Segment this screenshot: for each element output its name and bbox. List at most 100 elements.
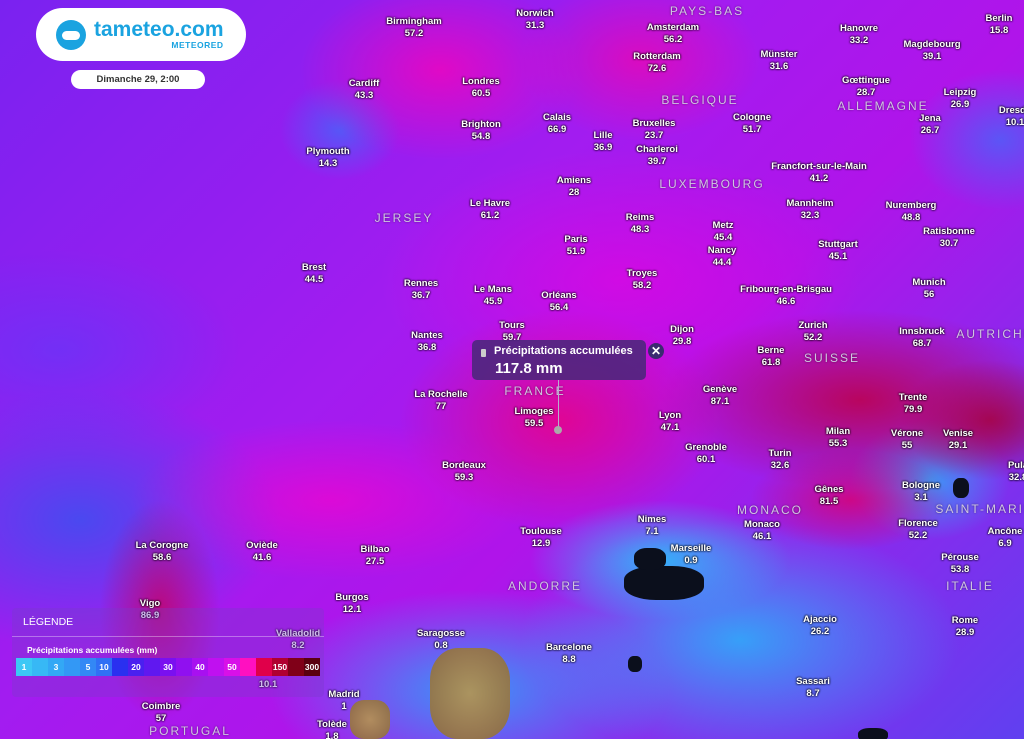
city-label[interactable]: Lille 36.9	[593, 130, 612, 154]
city-label[interactable]: Turin 32.6	[768, 448, 791, 472]
city-label[interactable]: Bilbao 27.5	[360, 544, 389, 568]
city-label[interactable]: Birmingham 57.2	[386, 16, 441, 40]
city-label[interactable]: Toulouse 12.9	[520, 526, 562, 550]
city-label[interactable]: Grenoble 60.1	[685, 442, 727, 466]
scale-step: 40	[192, 658, 208, 676]
city-label[interactable]: Plymouth 14.3	[306, 146, 349, 170]
city-label[interactable]: Rotterdam 72.6	[633, 51, 681, 75]
city-label[interactable]: Florence 52.2	[898, 518, 938, 542]
city-label[interactable]: Mannheim 32.3	[787, 198, 834, 222]
city-label[interactable]: Brighton 54.8	[461, 119, 501, 143]
city-label[interactable]: Saragosse 0.8	[417, 628, 465, 652]
city-label[interactable]: Gênes 81.5	[814, 484, 843, 508]
tameteo-logo[interactable]: tameteo.com METEORED	[36, 8, 246, 61]
city-name: Berne	[757, 345, 785, 356]
city-label[interactable]: Pérouse 53.8	[941, 552, 979, 576]
city-label[interactable]: Barcelone 8.8	[546, 642, 592, 666]
city-label[interactable]: Oviède 41.6	[246, 540, 278, 564]
city-label[interactable]: Nancy 44.4	[708, 245, 737, 269]
city-label[interactable]: Rome 28.9	[952, 615, 978, 639]
city-name: Bologne	[902, 480, 940, 491]
city-label[interactable]: La Rochelle 77	[414, 389, 467, 413]
city-label[interactable]: Zurich 52.2	[798, 320, 827, 344]
city-label[interactable]: Tours 59.7	[499, 320, 525, 344]
city-label[interactable]: Valladolid 8.2	[276, 628, 320, 652]
city-label[interactable]: Marseille 0.9	[671, 543, 712, 567]
city-label[interactable]: Norwich 31.3	[516, 8, 553, 32]
city-label[interactable]: La Corogne 58.6	[136, 540, 189, 564]
city-value: 31.3	[525, 20, 545, 31]
city-label[interactable]: Ratisbonne 30.7	[923, 226, 975, 250]
city-name: Oviède	[246, 540, 278, 551]
city-label[interactable]: Trente 79.9	[899, 392, 928, 416]
country-label: SUISSE	[803, 351, 861, 365]
city-label[interactable]: Reims 48.3	[626, 212, 655, 236]
city-value: 29.8	[672, 336, 692, 347]
city-label[interactable]: Ajaccio 26.2	[803, 614, 837, 638]
city-label[interactable]: Limoges 59.5	[514, 406, 553, 430]
city-label[interactable]: Munich 56	[912, 277, 945, 301]
city-label[interactable]: Tolède 1.8	[317, 719, 347, 739]
city-label[interactable]: Nimes 7.1	[638, 514, 667, 538]
city-label[interactable]: Berne 61.8	[758, 345, 785, 369]
city-label[interactable]: Hanovre 33.2	[840, 23, 878, 47]
city-label[interactable]: Londres 60.5	[462, 76, 499, 100]
city-label[interactable]: Sassari 8.7	[796, 676, 830, 700]
city-label[interactable]: Leipzig 26.9	[944, 87, 977, 111]
city-label[interactable]: Ancône 6.9	[988, 526, 1023, 550]
city-label[interactable]: Le Mans 45.9	[474, 284, 512, 308]
city-label[interactable]: Münster 31.6	[761, 49, 798, 73]
city-label[interactable]: Bologne 3.1	[902, 480, 940, 504]
city-label[interactable]: 10.1	[259, 679, 278, 691]
city-label[interactable]: Dresde10.1	[999, 105, 1024, 129]
city-label[interactable]: Cologne 51.7	[733, 112, 771, 136]
city-label[interactable]: Dijon 29.8	[670, 324, 694, 348]
city-label[interactable]: Troyes 58.2	[627, 268, 658, 292]
legend-title[interactable]: LÉGENDE	[23, 616, 74, 628]
city-label[interactable]: Magdebourg 39.1	[904, 39, 961, 63]
city-label[interactable]: Cardiff 43.3	[349, 78, 380, 102]
city-label[interactable]: Monaco 46.1	[744, 519, 780, 543]
city-label[interactable]: Paris 51.9	[564, 234, 587, 258]
city-label[interactable]: Francfort-sur-le-Main 41.2	[771, 161, 867, 185]
city-label[interactable]: Venise 29.1	[943, 428, 973, 452]
date-time-label[interactable]: Dimanche 29, 2:00	[71, 70, 205, 89]
city-label[interactable]: Brest 44.5	[302, 262, 326, 286]
city-label[interactable]: Bordeaux 59.3	[442, 460, 486, 484]
city-label[interactable]: Berlin 15.8	[986, 13, 1013, 37]
city-label[interactable]: Gœttingue 28.7	[842, 75, 890, 99]
city-label[interactable]: Genève 87.1	[703, 384, 737, 408]
city-label[interactable]: Jena 26.7	[919, 113, 941, 137]
city-label[interactable]: Orléans 56.4	[541, 290, 576, 314]
close-icon[interactable]: ✕	[648, 343, 664, 359]
city-label[interactable]: Lyon 47.1	[659, 410, 681, 434]
city-label[interactable]: Pula32.8	[1008, 460, 1024, 484]
city-label[interactable]: Fribourg-en-Brisgau 46.6	[740, 284, 832, 308]
city-label[interactable]: Stuttgart 45.1	[818, 239, 858, 263]
city-label[interactable]: Innsbruck 68.7	[899, 326, 944, 350]
city-label[interactable]: Burgos 12.1	[335, 592, 368, 616]
city-label[interactable]: Amsterdam 56.2	[647, 22, 699, 46]
city-name: Ajaccio	[803, 614, 837, 625]
city-label[interactable]: Rennes 36.7	[404, 278, 438, 302]
city-label[interactable]: Metz 45.4	[712, 220, 733, 244]
island	[858, 728, 888, 739]
city-label[interactable]: Calais 66.9	[543, 112, 571, 136]
city-label[interactable]: Vigo 86.9	[140, 598, 160, 622]
city-label[interactable]: Madrid 1	[328, 689, 359, 713]
city-name: Saragosse	[416, 628, 466, 639]
city-label[interactable]: Nantes 36.8	[411, 330, 443, 354]
city-label[interactable]: Amiens 28	[557, 175, 591, 199]
city-label[interactable]: Charleroi 39.7	[636, 144, 678, 168]
city-label[interactable]: Vérone 55	[891, 428, 923, 452]
city-label[interactable]: Milan 55.3	[826, 426, 850, 450]
city-label[interactable]: Bruxelles 23.7	[633, 118, 676, 142]
location-marker[interactable]	[554, 426, 562, 434]
city-label[interactable]: Coimbre 57	[142, 701, 181, 725]
scale-step: 20	[128, 658, 144, 676]
city-name: Nimes	[637, 514, 667, 525]
city-label[interactable]: Nuremberg 48.8	[886, 200, 937, 224]
city-value: 31.6	[769, 61, 789, 72]
city-label[interactable]: Le Havre 61.2	[470, 198, 510, 222]
